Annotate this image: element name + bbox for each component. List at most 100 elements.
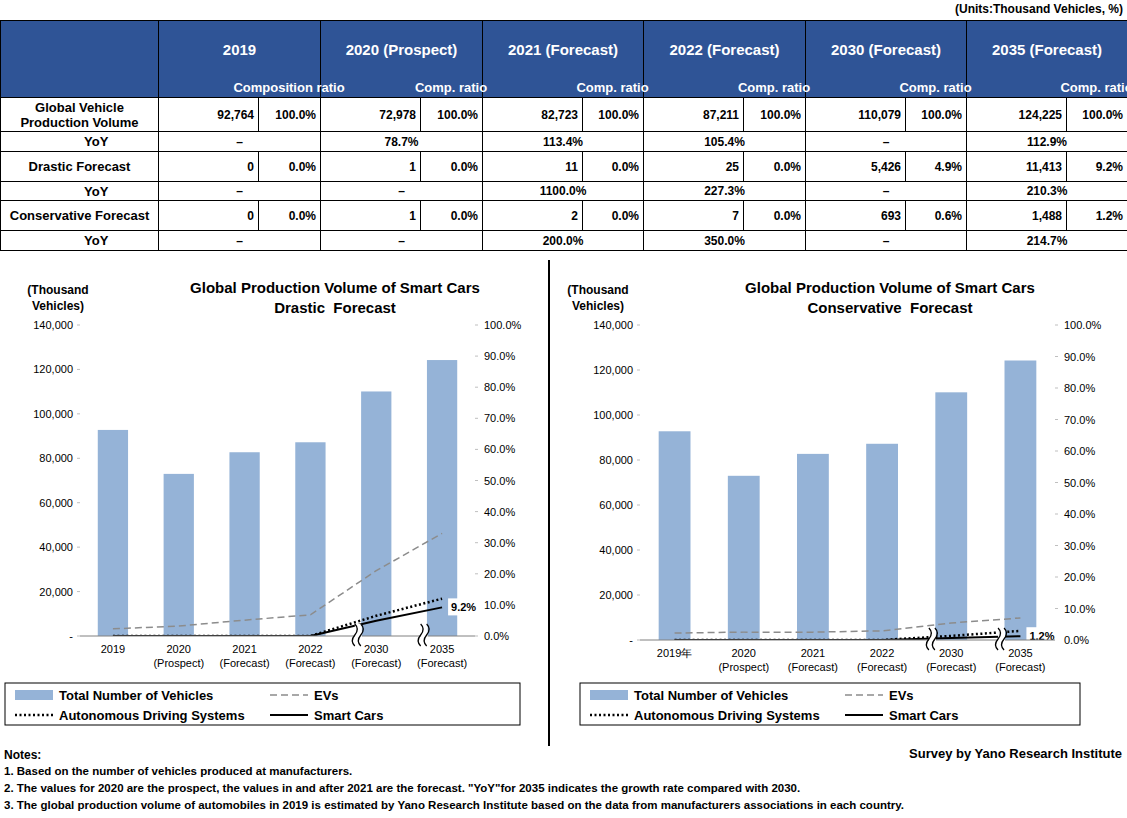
y-tick-label: 100,000	[33, 408, 73, 420]
cell-text: 2	[571, 201, 578, 230]
legend-swatch	[270, 714, 308, 716]
yoy-cell: –	[805, 181, 967, 201]
legend-label: EVs	[314, 688, 339, 703]
value-cell: 11	[482, 151, 583, 182]
y-tick-label: 60,000	[39, 497, 73, 509]
cell-text: 9.2%	[1096, 152, 1123, 181]
axis-break	[1002, 628, 1007, 650]
y-tick	[637, 550, 640, 551]
cell-text: 7	[732, 201, 739, 230]
yoy-cell: 200.0%	[482, 230, 644, 251]
y-tick-label: 120,000	[33, 363, 73, 375]
x-axis	[640, 640, 1055, 641]
cell-text: 11	[565, 152, 578, 181]
cell-text: –	[159, 132, 320, 151]
cell-text: 100.0%	[921, 98, 962, 131]
y2-tick	[475, 356, 478, 357]
y2-tick	[1055, 419, 1058, 420]
yoy-cell: –	[805, 131, 967, 152]
chart-title: Global Production Volume of Smart Cars	[190, 279, 480, 296]
y2-tick-label: 60.0%	[1064, 445, 1095, 457]
header-sub: Comp. ratio	[576, 80, 648, 95]
bar	[1005, 360, 1037, 640]
x-tick-label: 2020(Prospect)	[153, 643, 204, 669]
cell-text: 227.3%	[644, 182, 805, 200]
y2-tick	[1055, 482, 1058, 483]
cell-text: 0.6%	[935, 201, 962, 230]
axis-break	[932, 628, 937, 650]
y2-tick-label: 10.0%	[484, 599, 515, 611]
x-axis	[80, 636, 475, 637]
plot-area	[659, 360, 1037, 640]
y-tick-label: 40,000	[39, 541, 73, 553]
source: Survey by Yano Research Institute	[909, 746, 1122, 761]
y-tick	[637, 460, 640, 461]
chart: Global Production Volume of Smart Cars Dr…	[5, 279, 522, 725]
cell-text: 1	[409, 152, 416, 181]
y2-tick	[475, 480, 478, 481]
ratio-cell: 0.0%	[743, 151, 806, 182]
yoy-cell: 227.3%	[643, 181, 806, 201]
row-label: YoY	[84, 182, 108, 200]
divider	[548, 260, 550, 746]
x-tick-label-line: 2030	[364, 643, 388, 655]
y-axis-label-line: Vehicles)	[572, 299, 624, 313]
value-cell: 87,211	[643, 97, 744, 132]
header-sub: Comp. ratio	[1060, 80, 1127, 95]
value-cell: 11,413	[966, 151, 1067, 182]
yoy-cell: 113.4%	[482, 131, 644, 152]
cell-text: 78.7%	[321, 132, 482, 151]
row-label-cell: Drastic Forecast	[0, 151, 159, 182]
row-label: YoY	[84, 231, 108, 250]
y-tick	[637, 505, 640, 506]
value-cell: 7	[643, 200, 744, 231]
bar	[229, 452, 259, 636]
ratio-cell: 100.0%	[743, 97, 806, 132]
y2-tick	[475, 387, 478, 388]
y-tick-label: 80,000	[39, 452, 73, 464]
axis-break	[418, 624, 423, 646]
y-tick	[77, 502, 80, 503]
bar	[361, 391, 391, 636]
value-label-bg	[448, 598, 480, 615]
value-cell: 2	[482, 200, 583, 231]
cell-text: 1.2%	[1096, 201, 1123, 230]
header-sub: Comp. ratio	[738, 80, 810, 95]
value-cell: 1	[320, 200, 421, 231]
y2-tick	[475, 636, 478, 637]
y2-tick	[475, 418, 478, 419]
y2-tick-label: 50.0%	[484, 475, 515, 487]
legend-label: Total Number of Vehicles	[634, 688, 788, 703]
y2-tick-label: 20.0%	[484, 568, 515, 580]
chart-subtitle: Drastic Forecast	[274, 299, 396, 316]
y-tick	[637, 415, 640, 416]
cell-text: 87,211	[703, 98, 739, 131]
value-label: 9.2%	[451, 601, 476, 613]
y2-tick	[1055, 451, 1058, 452]
x-tick-label: 2022(Forecast)	[857, 647, 907, 673]
value-cell: 124,225	[966, 97, 1067, 132]
cell-text: 124,225	[1019, 98, 1062, 131]
header-title: 2021 (Forecast)	[483, 41, 643, 58]
cell-text: 1100.0%	[483, 182, 643, 200]
x-tick-label-line: (Forecast)	[220, 657, 270, 669]
line	[113, 533, 442, 628]
x-tick-label: 2035(Forecast)	[417, 643, 467, 669]
bar	[728, 476, 760, 640]
cell-text: –	[159, 182, 320, 200]
y2-tick	[1055, 608, 1058, 609]
x-tick-label-line: 2035	[430, 643, 454, 655]
row-label: Drastic Forecast	[1, 152, 158, 181]
note: 1. Based on the number of vehicles produ…	[4, 765, 352, 777]
row-label: Global Vehicle Production Volume	[1, 98, 158, 131]
y2-tick-label: 0.0%	[1064, 634, 1089, 646]
ratio-cell: 100.0%	[905, 97, 967, 132]
charts-layer: Global Production Volume of Smart Cars Dr…	[0, 0, 1127, 818]
x-tick-label-line: 2020	[167, 643, 191, 655]
cell-text: 72,978	[379, 98, 416, 131]
legend-label: Smart Cars	[314, 708, 383, 723]
header-title: 2022 (Forecast)	[644, 41, 805, 58]
x-tick-label-line: (Prospect)	[718, 661, 769, 673]
cell-text: 0.0%	[774, 201, 801, 230]
row-label-cell: Global Vehicle Production Volume	[0, 97, 159, 132]
